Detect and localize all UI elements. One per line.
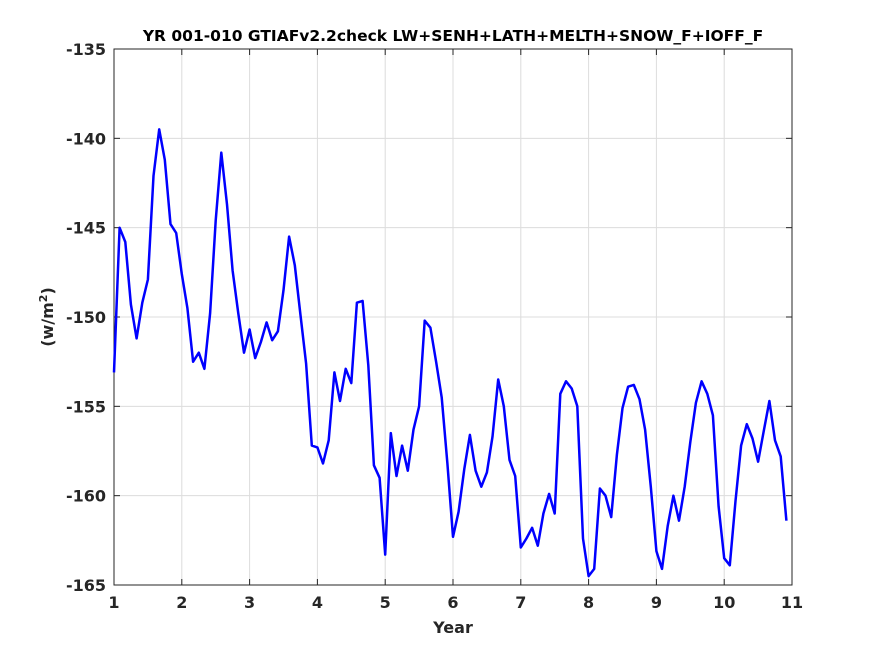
- y-tick-label: -160: [66, 487, 106, 506]
- x-tick-label: 1: [108, 593, 119, 612]
- series-line: [112, 128, 788, 578]
- y-axis-label-sup: 2: [37, 295, 50, 303]
- x-tick-label: 3: [244, 593, 255, 612]
- y-tick-label: -155: [66, 397, 106, 416]
- y-tick-label: -165: [66, 576, 106, 595]
- y-tick-label: -150: [66, 308, 106, 327]
- x-tick-labels: 1 2 3 4 5 6 7 8 9 10 11: [108, 593, 803, 612]
- x-tick-label: 9: [651, 593, 662, 612]
- y-tick-labels: -135 -140 -145 -150 -155 -160 -165: [66, 40, 106, 595]
- x-tick-label: 8: [583, 593, 594, 612]
- y-axis-label-base: (w/m: [38, 302, 57, 347]
- y-tick-label: -140: [66, 129, 106, 148]
- x-tick-label: 2: [176, 593, 187, 612]
- x-tick-label: 7: [515, 593, 526, 612]
- x-axis-label: Year: [432, 618, 473, 637]
- y-tick-label: -145: [66, 219, 106, 238]
- y-axis-label-end: ): [38, 287, 57, 294]
- x-tick-label: 5: [380, 593, 391, 612]
- y-tick-label: -135: [66, 40, 106, 59]
- x-tick-label: 11: [781, 593, 803, 612]
- y-axis-label: (w/m2): [37, 287, 58, 347]
- x-tick-label: 6: [447, 593, 458, 612]
- x-tick-label: 4: [312, 593, 323, 612]
- chart-title: YR 001-010 GTIAFv2.2check LW+SENH+LATH+M…: [142, 27, 763, 45]
- x-tick-label: 10: [713, 593, 735, 612]
